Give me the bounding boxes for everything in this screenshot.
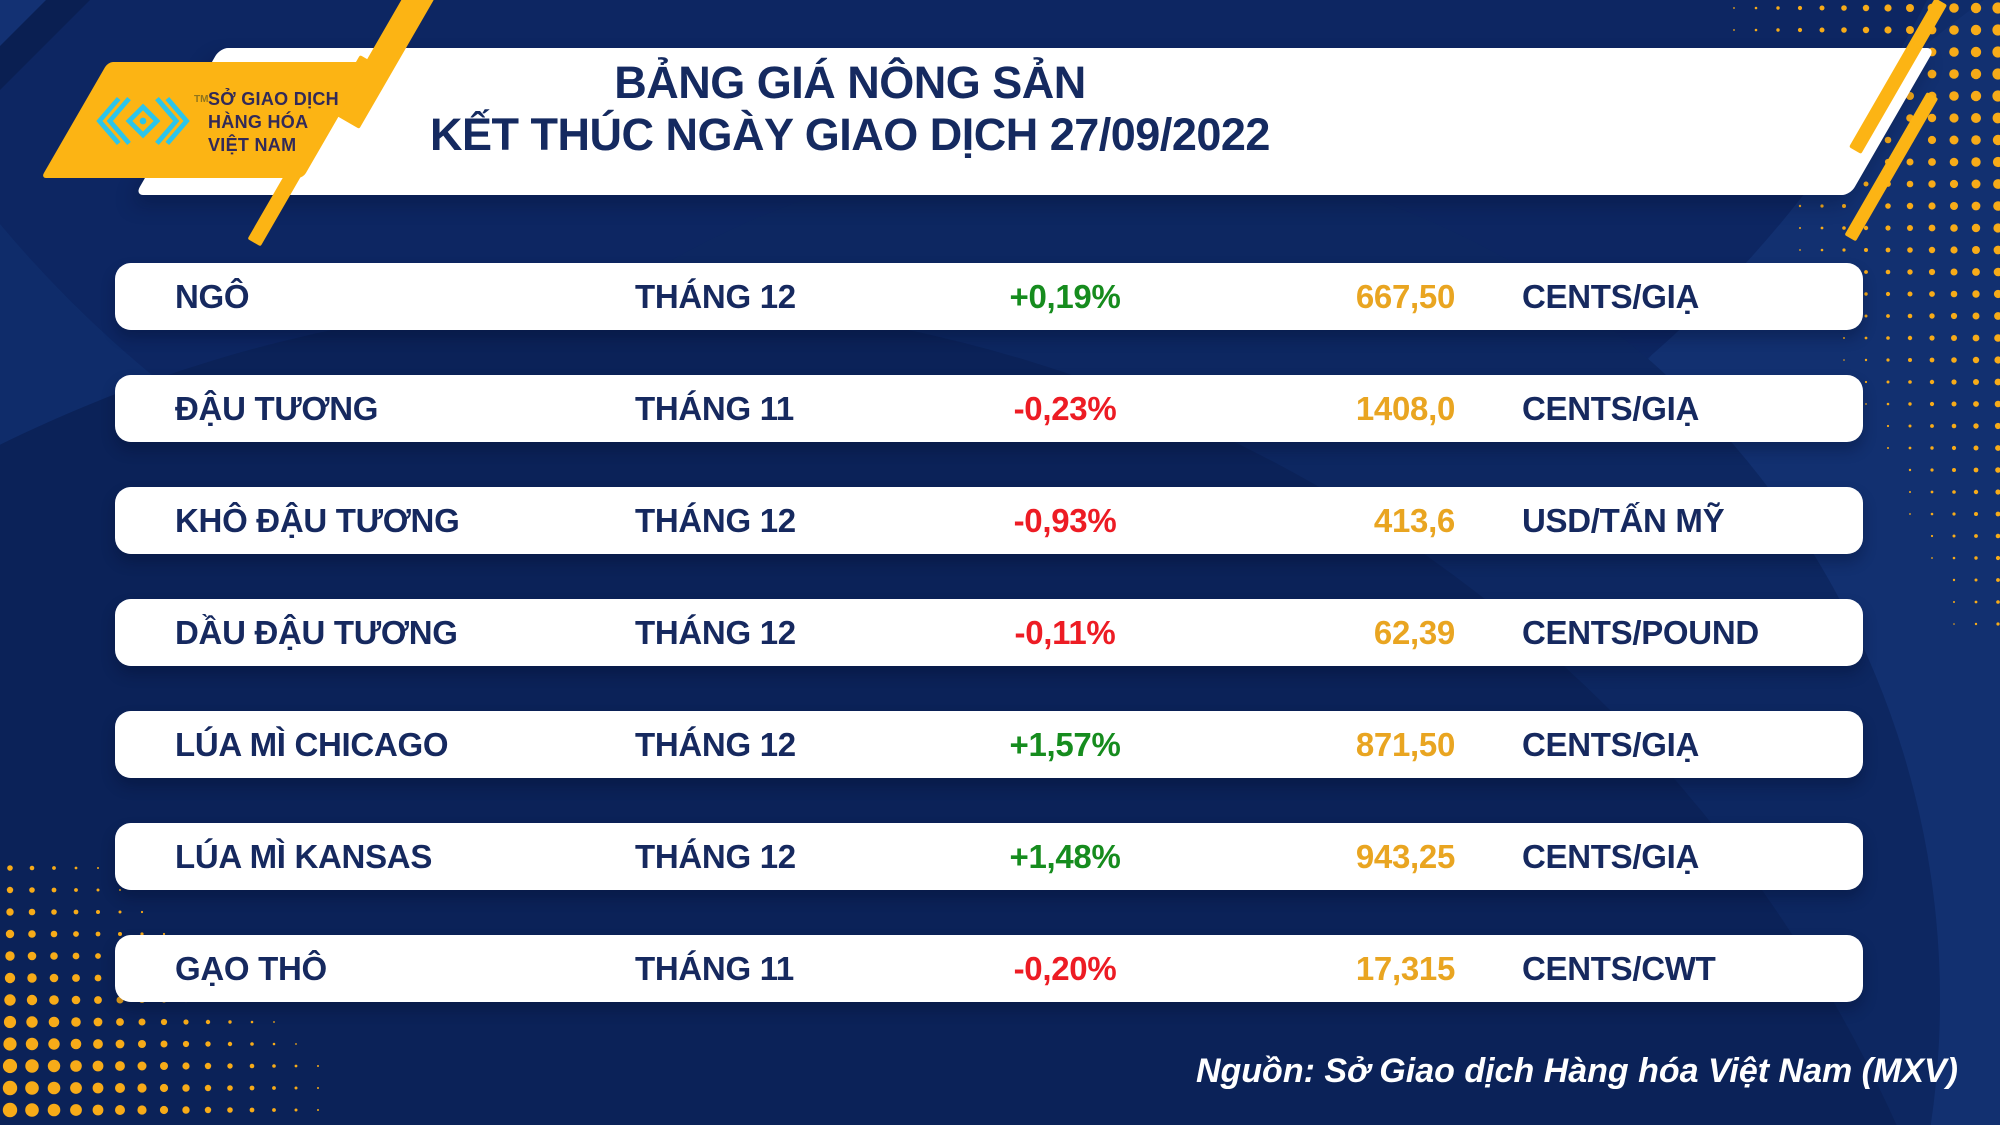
table-row: LÚA MÌ KANSAS THÁNG 12 +1,48% 943,25 CEN… <box>115 823 1863 890</box>
price-unit: CENTS/GIẠ <box>1522 389 1699 427</box>
price-unit: USD/TẤN MỸ <box>1522 501 1725 539</box>
price-unit: CENTS/CWT <box>1522 949 1716 987</box>
page-title: BẢNG GIÁ NÔNG SẢN KẾT THÚC NGÀY GIAO DỊC… <box>130 57 1570 161</box>
contract-month: THÁNG 11 <box>635 949 794 987</box>
logo-org-name: SỞ GIAO DỊCH HÀNG HÓA VIỆT NAM <box>208 88 358 157</box>
percent-change: -0,93% <box>1013 501 1117 539</box>
price-table: NGÔ THÁNG 12 +0,19% 667,50 CENTS/GIẠ ĐẬU… <box>115 263 1863 1047</box>
price-unit: CENTS/GIẠ <box>1522 837 1699 875</box>
percent-change: -0,11% <box>1014 613 1116 651</box>
table-row: LÚA MÌ CHICAGO THÁNG 12 +1,57% 871,50 CE… <box>115 711 1863 778</box>
title-line-2: KẾT THÚC NGÀY GIAO DỊCH 27/09/2022 <box>430 109 1270 160</box>
trademark-symbol: TM <box>194 94 209 105</box>
table-row: ĐẬU TƯƠNG THÁNG 11 -0,23% 1408,0 CENTS/G… <box>115 375 1863 442</box>
table-row: GẠO THÔ THÁNG 11 -0,20% 17,315 CENTS/CWT <box>115 935 1863 1002</box>
commodity-name: LÚA MÌ CHICAGO <box>175 725 449 763</box>
percent-change: +1,57% <box>1009 725 1121 763</box>
price-value: 871,50 <box>1355 725 1455 763</box>
price-value: 667,50 <box>1355 277 1455 315</box>
price-unit: CENTS/POUND <box>1522 613 1759 651</box>
logo-org-line: SỞ GIAO DỊCH <box>208 89 339 109</box>
percent-change: -0,20% <box>1013 949 1117 987</box>
price-value: 17,315 <box>1355 949 1455 987</box>
source-attribution: Nguồn: Sở Giao dịch Hàng hóa Việt Nam (M… <box>1195 1052 1958 1090</box>
contract-month: THÁNG 12 <box>635 277 796 315</box>
percent-change: +0,19% <box>1009 277 1121 315</box>
price-value: 943,25 <box>1355 837 1455 875</box>
percent-change: +1,48% <box>1009 837 1121 875</box>
percent-change: -0,23% <box>1013 389 1117 427</box>
commodity-name: LÚA MÌ KANSAS <box>175 837 433 875</box>
price-value: 1408,0 <box>1355 389 1455 427</box>
commodity-name: KHÔ ĐẬU TƯƠNG <box>175 501 460 539</box>
contract-month: THÁNG 12 <box>635 725 796 763</box>
commodity-name: NGÔ <box>175 277 250 315</box>
price-value: 413,6 <box>1373 501 1455 539</box>
title-line-1: BẢNG GIÁ NÔNG SẢN <box>614 57 1086 108</box>
table-row: KHÔ ĐẬU TƯƠNG THÁNG 12 -0,93% 413,6 USD/… <box>115 487 1863 554</box>
commodity-name: GẠO THÔ <box>175 949 327 987</box>
logo-org-line: HÀNG HÓA <box>208 112 309 132</box>
price-value: 62,39 <box>1373 613 1455 651</box>
logo-org-line: VIỆT NAM <box>208 135 297 155</box>
price-unit: CENTS/GIẠ <box>1522 277 1699 315</box>
commodity-name: ĐẬU TƯƠNG <box>175 389 379 427</box>
mxv-logo-icon <box>96 96 190 146</box>
table-row: DẦU ĐẬU TƯƠNG THÁNG 12 -0,11% 62,39 CENT… <box>115 599 1863 666</box>
contract-month: THÁNG 12 <box>635 837 796 875</box>
contract-month: THÁNG 12 <box>635 501 796 539</box>
contract-month: THÁNG 11 <box>635 389 794 427</box>
contract-month: THÁNG 12 <box>635 613 796 651</box>
table-row: NGÔ THÁNG 12 +0,19% 667,50 CENTS/GIẠ <box>115 263 1863 330</box>
price-unit: CENTS/GIẠ <box>1522 725 1699 763</box>
commodity-name: DẦU ĐẬU TƯƠNG <box>175 613 458 651</box>
